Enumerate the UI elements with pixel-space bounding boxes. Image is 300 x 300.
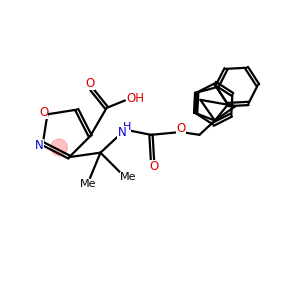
Text: Me: Me <box>120 172 136 182</box>
Text: H: H <box>122 122 131 132</box>
Text: O: O <box>149 160 159 173</box>
Text: O: O <box>39 106 49 119</box>
Text: Me: Me <box>80 179 96 190</box>
Text: N: N <box>35 139 44 152</box>
Text: OH: OH <box>126 92 144 106</box>
Text: O: O <box>176 122 186 135</box>
Circle shape <box>51 139 67 156</box>
Text: N: N <box>118 126 126 139</box>
Text: O: O <box>85 77 95 90</box>
